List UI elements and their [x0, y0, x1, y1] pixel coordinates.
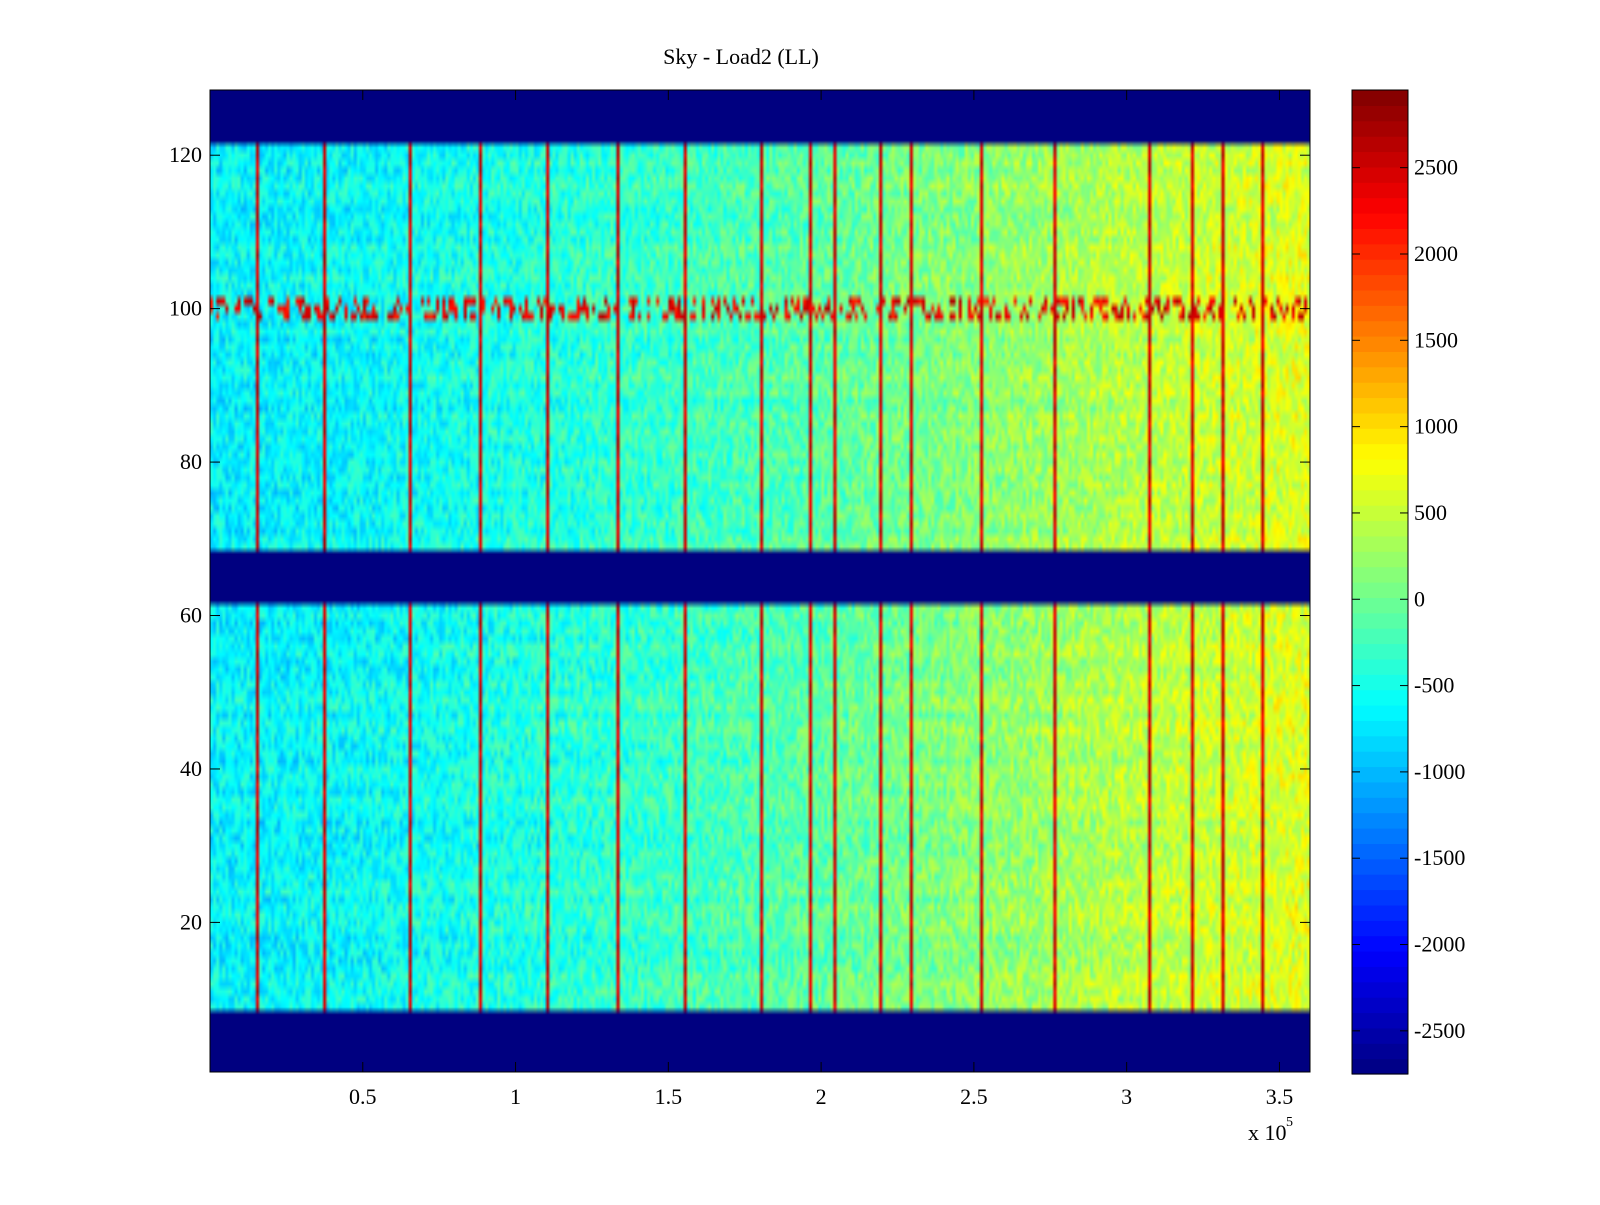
colorbar-tick-label: -1000	[1414, 759, 1465, 784]
colorbar-segment	[1352, 213, 1408, 229]
colorbar-segment	[1352, 981, 1408, 998]
colorbar-segment	[1352, 459, 1408, 475]
y-tick-label: 40	[180, 756, 202, 781]
colorbar-tick-label: 2000	[1414, 241, 1458, 266]
x-tick-label: 2.5	[960, 1084, 988, 1109]
colorbar-segment	[1352, 674, 1408, 691]
colorbar-segment	[1352, 182, 1408, 199]
colorbar-segment	[1352, 874, 1408, 891]
colorbar-segment	[1352, 1043, 1408, 1060]
colorbar-segment	[1352, 889, 1408, 906]
colorbar-segment	[1352, 305, 1408, 322]
colorbar-segment	[1352, 612, 1408, 629]
colorbar-segment	[1352, 412, 1408, 429]
colorbar: 2500 2000 1500 1000 500 0 -500 -1000 -1500 -2000 -…	[1351, 89, 1465, 1075]
colorbar-tick-label: -2500	[1414, 1018, 1465, 1043]
x-tick-label: 2	[816, 1084, 827, 1109]
colorbar-segment	[1352, 151, 1408, 168]
colorbar-tick-label: 0	[1414, 586, 1425, 611]
colorbar-segment	[1352, 828, 1408, 844]
colorbar-segment	[1352, 766, 1408, 783]
colorbar-segment	[1352, 136, 1408, 153]
colorbar-segment	[1352, 105, 1408, 122]
colorbar-segment	[1352, 397, 1408, 414]
colorbar-segment	[1352, 382, 1408, 399]
y-tick-label: 120	[169, 142, 202, 167]
colorbar-tick-label: 2500	[1414, 155, 1458, 180]
colorbar-segment	[1352, 1058, 1408, 1075]
axes: 0.5 1 1.5 2 2.5 3 3.5 20 40 60 80 100 120	[169, 89, 1311, 1109]
colorbar-tick-label: 500	[1414, 500, 1447, 525]
y-tick-label: 80	[180, 449, 202, 474]
x-tick-label: 3.5	[1266, 1084, 1294, 1109]
colorbar-segment	[1352, 797, 1408, 814]
colorbar-tick-label: -2000	[1414, 932, 1465, 957]
colorbar-segment	[1352, 243, 1408, 260]
colorbar-segment	[1352, 997, 1408, 1014]
colorbar-segment	[1352, 228, 1408, 245]
colorbar-segment	[1352, 566, 1408, 583]
colorbar-segment	[1352, 935, 1408, 952]
colorbar-segment	[1352, 1027, 1408, 1044]
colorbar-tick-label: -500	[1414, 673, 1454, 698]
colorbar-segment	[1352, 474, 1408, 491]
colorbar-segment	[1352, 705, 1408, 721]
colorbar-segment	[1352, 628, 1408, 645]
plot-frame	[209, 89, 1311, 1073]
colorbar-segment	[1352, 336, 1408, 352]
colorbar-segment	[1352, 520, 1408, 537]
x-tick-label: 1.5	[655, 1084, 683, 1109]
colorbar-segment	[1352, 197, 1408, 214]
colorbar-segment	[1352, 443, 1408, 460]
y-tick-label: 100	[169, 296, 202, 321]
colorbar-segment	[1352, 658, 1408, 675]
colorbar-segment	[1352, 90, 1408, 106]
colorbar-segment	[1352, 597, 1408, 614]
colorbar-segment	[1352, 551, 1408, 568]
colorbar-segment	[1352, 428, 1408, 445]
colorbar-segment	[1352, 320, 1408, 337]
heatmap-plot-area	[210, 90, 1310, 1072]
colorbar-segment	[1352, 351, 1408, 368]
colorbar-segment	[1352, 366, 1408, 383]
colorbar-segment	[1352, 751, 1408, 768]
colorbar-segment	[1352, 259, 1408, 276]
colorbar-segment	[1352, 812, 1408, 829]
colorbar-segment	[1352, 720, 1408, 737]
x-exponent-value: 5	[1286, 1115, 1293, 1130]
colorbar-segment	[1352, 920, 1408, 937]
y-tick-label: 20	[180, 909, 202, 934]
colorbar-segment	[1352, 1012, 1408, 1029]
colorbar-segment	[1352, 966, 1408, 983]
colorbar-segment	[1352, 489, 1408, 506]
heatmap-raster	[210, 90, 1310, 1072]
x-exponent-label: x 10	[1248, 1120, 1287, 1145]
colorbar-segment	[1352, 274, 1408, 291]
colorbar-segment	[1352, 689, 1408, 706]
colorbar-segment	[1352, 505, 1408, 522]
colorbar-frame	[1351, 89, 1409, 1075]
colorbar-tick-label: 1500	[1414, 327, 1458, 352]
y-tick-label: 60	[180, 603, 202, 628]
colorbar-segment	[1352, 535, 1408, 552]
colorbar-segment	[1352, 166, 1408, 183]
colorbar-segment	[1352, 643, 1408, 660]
x-tick-label: 1	[510, 1084, 521, 1109]
colorbar-segment	[1352, 904, 1408, 921]
chart-title: Sky - Load2 (LL)	[663, 44, 819, 69]
colorbar-tick-label: -1500	[1414, 845, 1465, 870]
colorbar-segment	[1352, 289, 1408, 306]
colorbar-segment	[1352, 843, 1408, 860]
colorbar-segment	[1352, 582, 1408, 598]
colorbar-segment	[1352, 781, 1408, 798]
colorbar-segment	[1352, 951, 1408, 967]
colorbar-tick-label: 1000	[1414, 414, 1458, 439]
colorbar-segment	[1352, 858, 1408, 875]
x-tick-label: 3	[1121, 1084, 1132, 1109]
x-tick-label: 0.5	[349, 1084, 377, 1109]
colorbar-segment	[1352, 735, 1408, 752]
colorbar-segment	[1352, 120, 1408, 137]
